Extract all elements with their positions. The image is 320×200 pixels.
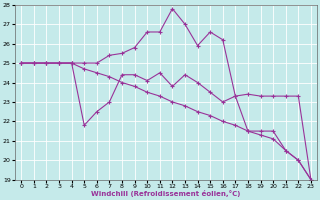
X-axis label: Windchill (Refroidissement éolien,°C): Windchill (Refroidissement éolien,°C) xyxy=(92,190,241,197)
